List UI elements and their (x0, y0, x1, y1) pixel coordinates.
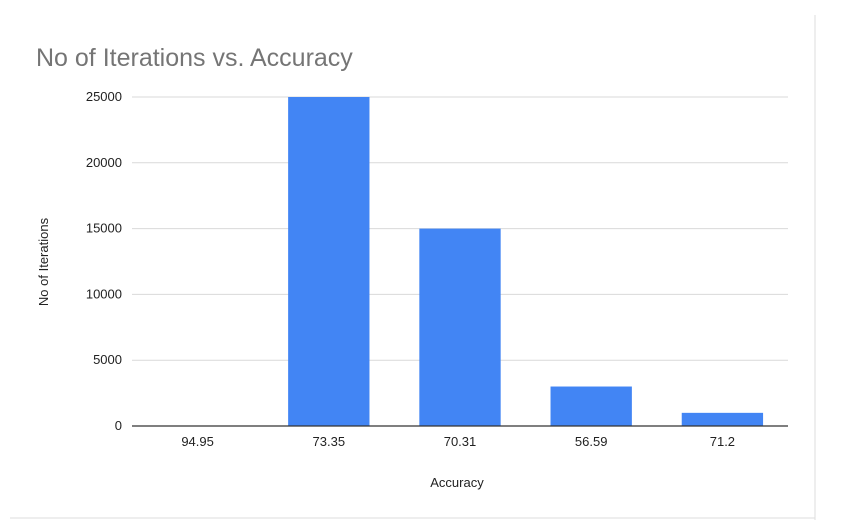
chart-title: No of Iterations vs. Accuracy (36, 44, 353, 72)
y-tick-label: 5000 (93, 352, 122, 367)
x-tick-label: 73.35 (313, 434, 346, 449)
bar-56.59 (550, 386, 632, 426)
x-tick-label: 71.2 (710, 434, 735, 449)
x-tick-label: 94.95 (181, 434, 214, 449)
y-tick-label: 15000 (86, 221, 122, 236)
y-tick-label: 0 (115, 418, 122, 433)
bar-73.35 (288, 97, 370, 426)
y-tick-label: 10000 (86, 286, 122, 301)
x-tick-label: 70.31 (444, 434, 477, 449)
sheet-background-lines (10, 15, 816, 520)
x-tick-labels: 94.95 73.35 70.31 56.59 71.2 (181, 434, 735, 449)
bar-70.31 (419, 228, 501, 426)
x-tick-label: 56.59 (575, 434, 608, 449)
bar-71.2 (681, 412, 764, 426)
x-axis-title: Accuracy (430, 475, 484, 490)
y-tick-label: 25000 (86, 89, 122, 104)
y-tick-labels: 0 5000 10000 15000 20000 25000 (86, 89, 122, 433)
bar-series (288, 97, 764, 426)
y-axis-title: No of Iterations (36, 217, 51, 306)
y-tick-label: 20000 (86, 155, 122, 170)
